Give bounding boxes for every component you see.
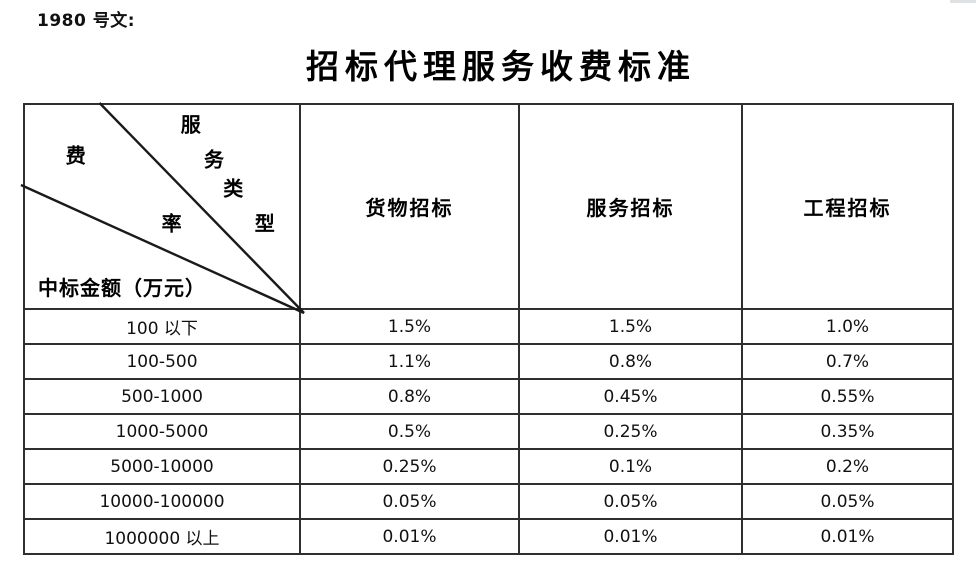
page-title: 招标代理服务收费标准 (306, 50, 696, 86)
fee-value-cell: 0.45% (518, 378, 743, 415)
fee-value-cell: 0.05% (741, 483, 954, 520)
row-label: 1000-5000 (23, 413, 301, 450)
corner-label-type-char-2: 务 (204, 149, 225, 172)
fee-value-cell: 0.1% (518, 448, 743, 485)
fee-value-cell: 0.7% (741, 343, 954, 380)
fee-value-cell: 0.25% (299, 448, 520, 485)
fee-value-cell: 1.1% (299, 343, 520, 380)
fee-value-cell: 0.8% (299, 378, 520, 415)
table-row: 100 以下 1.5% 1.5% 1.0% (23, 308, 954, 345)
table-row: 1000000 以上 0.01% 0.01% 0.01% (23, 518, 954, 555)
table-corner-cell: 费 率 服 务 类 型 中标金额（万元） (20, 102, 305, 315)
table-row: 500-1000 0.8% 0.45% 0.55% (23, 378, 954, 415)
fee-value-cell: 1.5% (518, 308, 743, 345)
fee-value-cell: 0.05% (299, 483, 520, 520)
row-label: 100 以下 (23, 308, 301, 345)
corner-label-rate-char: 率 (161, 213, 182, 236)
fee-value-cell: 0.05% (518, 483, 743, 520)
fee-value-cell: 0.01% (299, 518, 520, 555)
corner-label-type-char-1: 服 (180, 114, 201, 137)
column-header-services: 服务招标 (518, 103, 743, 310)
fee-value-cell: 0.35% (741, 413, 954, 450)
fee-standard-table: 费 率 服 务 类 型 中标金额（万元） 货物招标 服务招标 工程招标 100 … (20, 102, 954, 555)
fee-value-cell: 0.8% (518, 343, 743, 380)
corner-label-type-char-4: 型 (254, 213, 275, 236)
row-label: 10000-100000 (23, 483, 301, 520)
fee-value-cell: 0.55% (741, 378, 954, 415)
row-label: 5000-10000 (23, 448, 301, 485)
corner-label-amount: 中标金额（万元） (38, 278, 206, 300)
corner-label-fee-char: 费 (65, 145, 86, 168)
table-row: 10000-100000 0.05% 0.05% 0.05% (23, 483, 954, 520)
fee-value-cell: 0.5% (299, 413, 520, 450)
header-row: 费 率 服 务 类 型 中标金额（万元） 货物招标 服务招标 工程招标 (20, 102, 954, 315)
top-right-artifact (950, 0, 976, 3)
table-row: 1000-5000 0.5% 0.25% 0.35% (23, 413, 954, 450)
corner-label-type-char-3: 类 (223, 178, 244, 201)
column-header-engineering: 工程招标 (741, 103, 954, 310)
row-label: 1000000 以上 (23, 518, 301, 555)
fee-value-cell: 1.5% (299, 308, 520, 345)
doc-ref: 1980 号文: (37, 11, 136, 31)
fee-value-cell: 0.01% (741, 518, 954, 555)
fee-value-cell: 0.2% (741, 448, 954, 485)
row-label: 500-1000 (23, 378, 301, 415)
diagonal-divider-lines (20, 102, 305, 315)
fee-value-cell: 0.01% (518, 518, 743, 555)
row-label: 100-500 (23, 343, 301, 380)
column-header-goods: 货物招标 (299, 103, 520, 310)
table-row: 5000-10000 0.25% 0.1% 0.2% (23, 448, 954, 485)
fee-value-cell: 1.0% (741, 308, 954, 345)
table-row: 100-500 1.1% 0.8% 0.7% (23, 343, 954, 380)
fee-value-cell: 0.25% (518, 413, 743, 450)
